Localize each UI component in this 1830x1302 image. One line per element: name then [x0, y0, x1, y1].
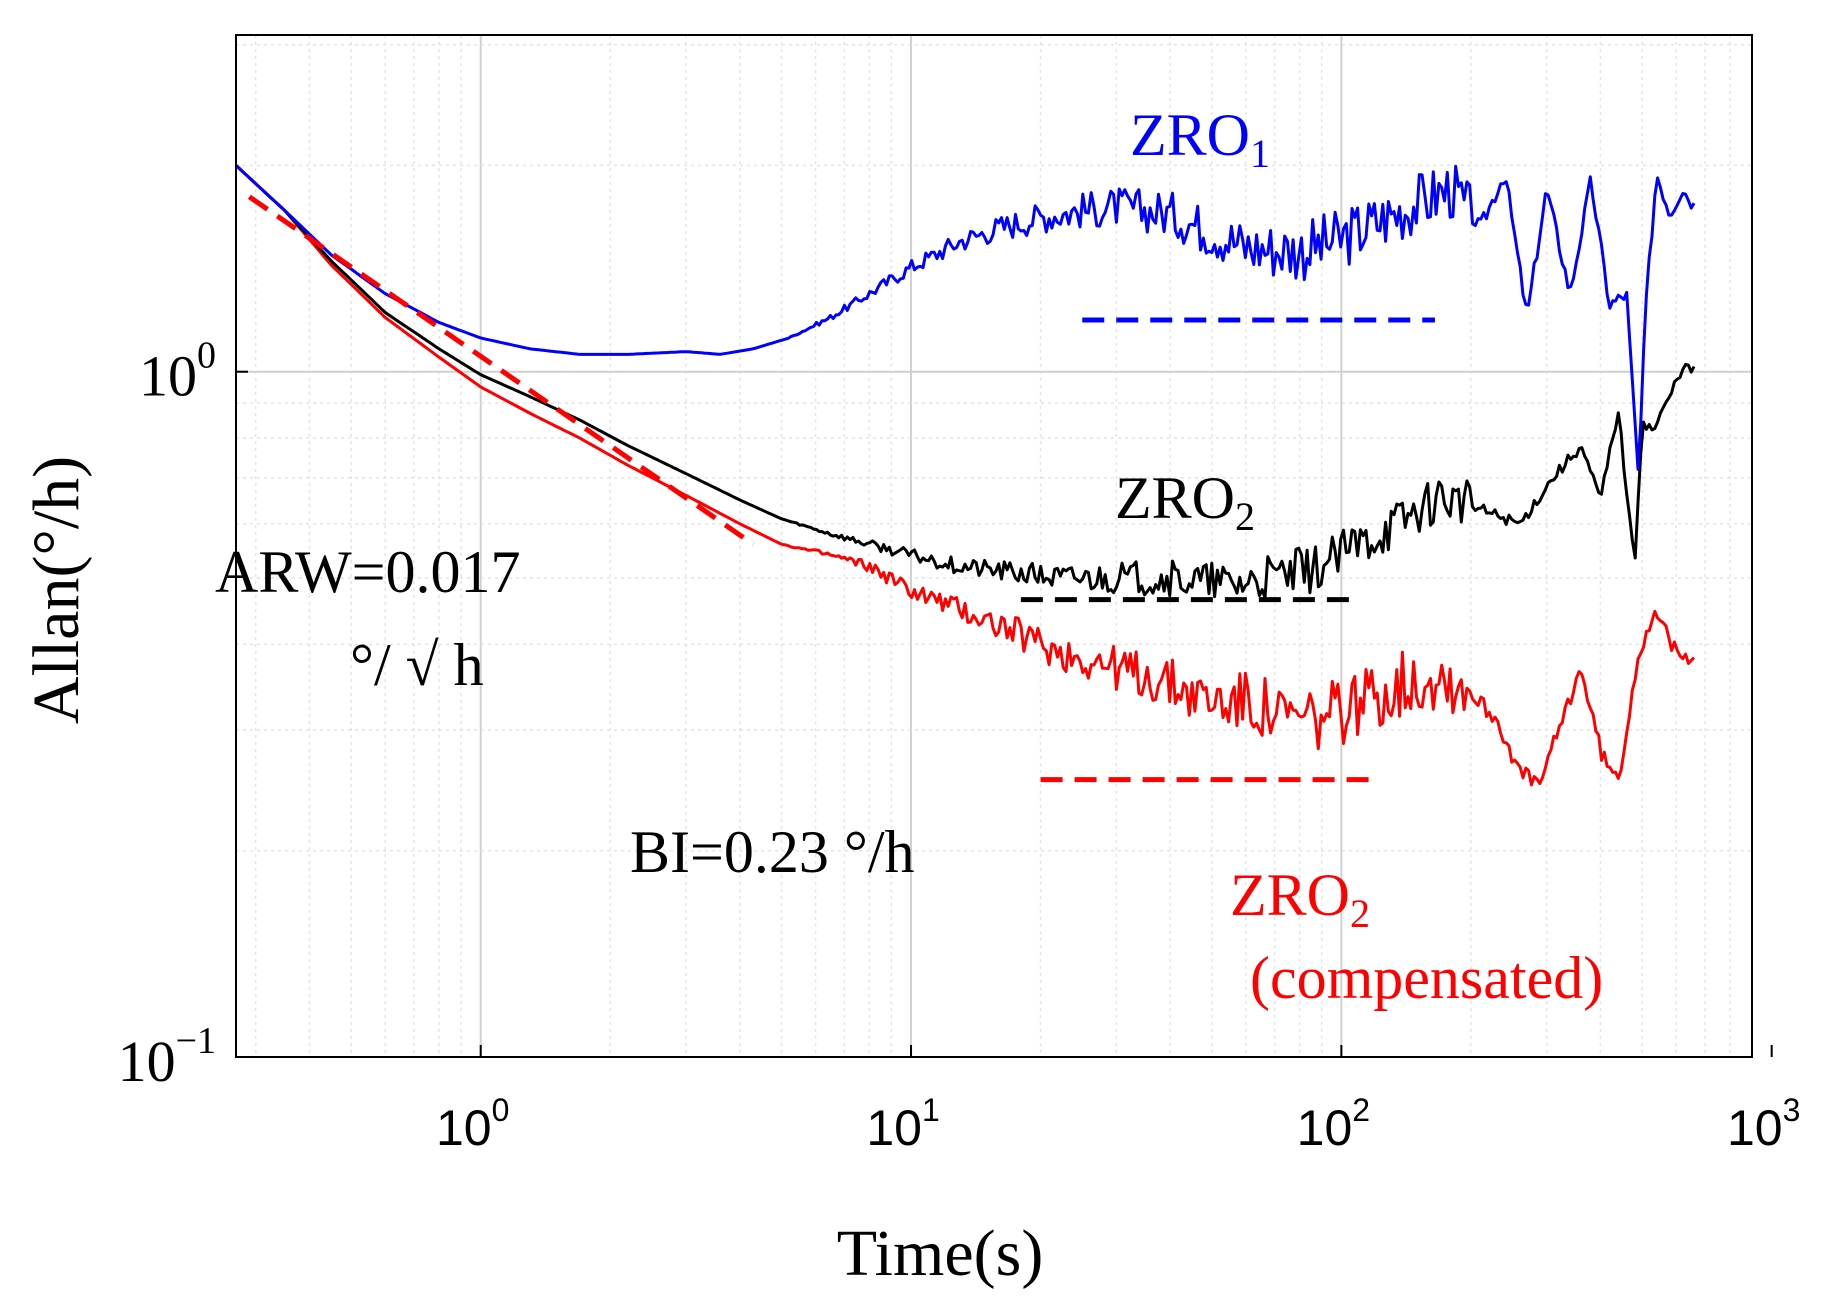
x-tick-base: 10: [1297, 1100, 1353, 1156]
annotation-zro2c-main: ZRO: [1230, 862, 1350, 928]
annotation-zro2-compensated-line2: (compensated): [1250, 945, 1603, 1011]
x-tick-exp: 1: [922, 1092, 940, 1128]
reference-lines: [247, 194, 1435, 783]
x-tick-labels: 100 101 102 103: [436, 1045, 1800, 1156]
annotation-zro2c-sub: 2: [1350, 891, 1370, 936]
x-tick-base: 10: [866, 1100, 922, 1156]
x-tick-label: 102: [1297, 1092, 1370, 1156]
series-group: [234, 164, 1696, 787]
y-tick-exp: −1: [176, 1020, 216, 1062]
annotation-arw-unit: °/ √ h: [350, 632, 484, 698]
annotation-bias-instability: BI=0.23 °/h: [630, 819, 915, 885]
x-tick-base: 10: [1727, 1100, 1783, 1156]
annotation-zro2-main: ZRO: [1115, 465, 1235, 531]
x-tick-label: 103: [1727, 1092, 1800, 1156]
reference-line-0: [247, 194, 755, 547]
series-line-2: [234, 164, 1696, 787]
y-tick-label: 10−1: [118, 1020, 216, 1094]
annotation-zro2-sub: 2: [1235, 494, 1255, 539]
x-tick-label: 101: [866, 1092, 939, 1156]
x-tick-exp: 0: [492, 1092, 510, 1128]
y-tick-base: 10: [118, 1029, 176, 1094]
y-tick-base: 10: [139, 344, 197, 409]
y-tick-exp: 0: [197, 335, 216, 377]
y-axis-label: Allan(°/h): [20, 456, 93, 724]
y-tick-label: 100: [139, 335, 216, 409]
annotation-zro2-compensated: ZRO2: [1230, 862, 1370, 936]
annotation-zro1-sub: 1: [1250, 131, 1270, 176]
series-line-1: [234, 164, 1696, 600]
x-tick-base: 10: [436, 1100, 492, 1156]
x-tick-label: 100: [436, 1092, 509, 1156]
series-line-0: [234, 164, 1696, 471]
annotation-arw-value: ARW=0.017: [215, 539, 521, 605]
annotation-zro2: ZRO2: [1115, 465, 1255, 539]
annotation-zro1-main: ZRO: [1130, 102, 1250, 168]
plot-frame: [235, 34, 1753, 1058]
x-axis-label: Time(s): [837, 1217, 1044, 1290]
x-tick-exp: 3: [1783, 1092, 1801, 1128]
x-tick-exp: 2: [1352, 1092, 1370, 1128]
annotation-zro1: ZRO1: [1130, 102, 1270, 176]
